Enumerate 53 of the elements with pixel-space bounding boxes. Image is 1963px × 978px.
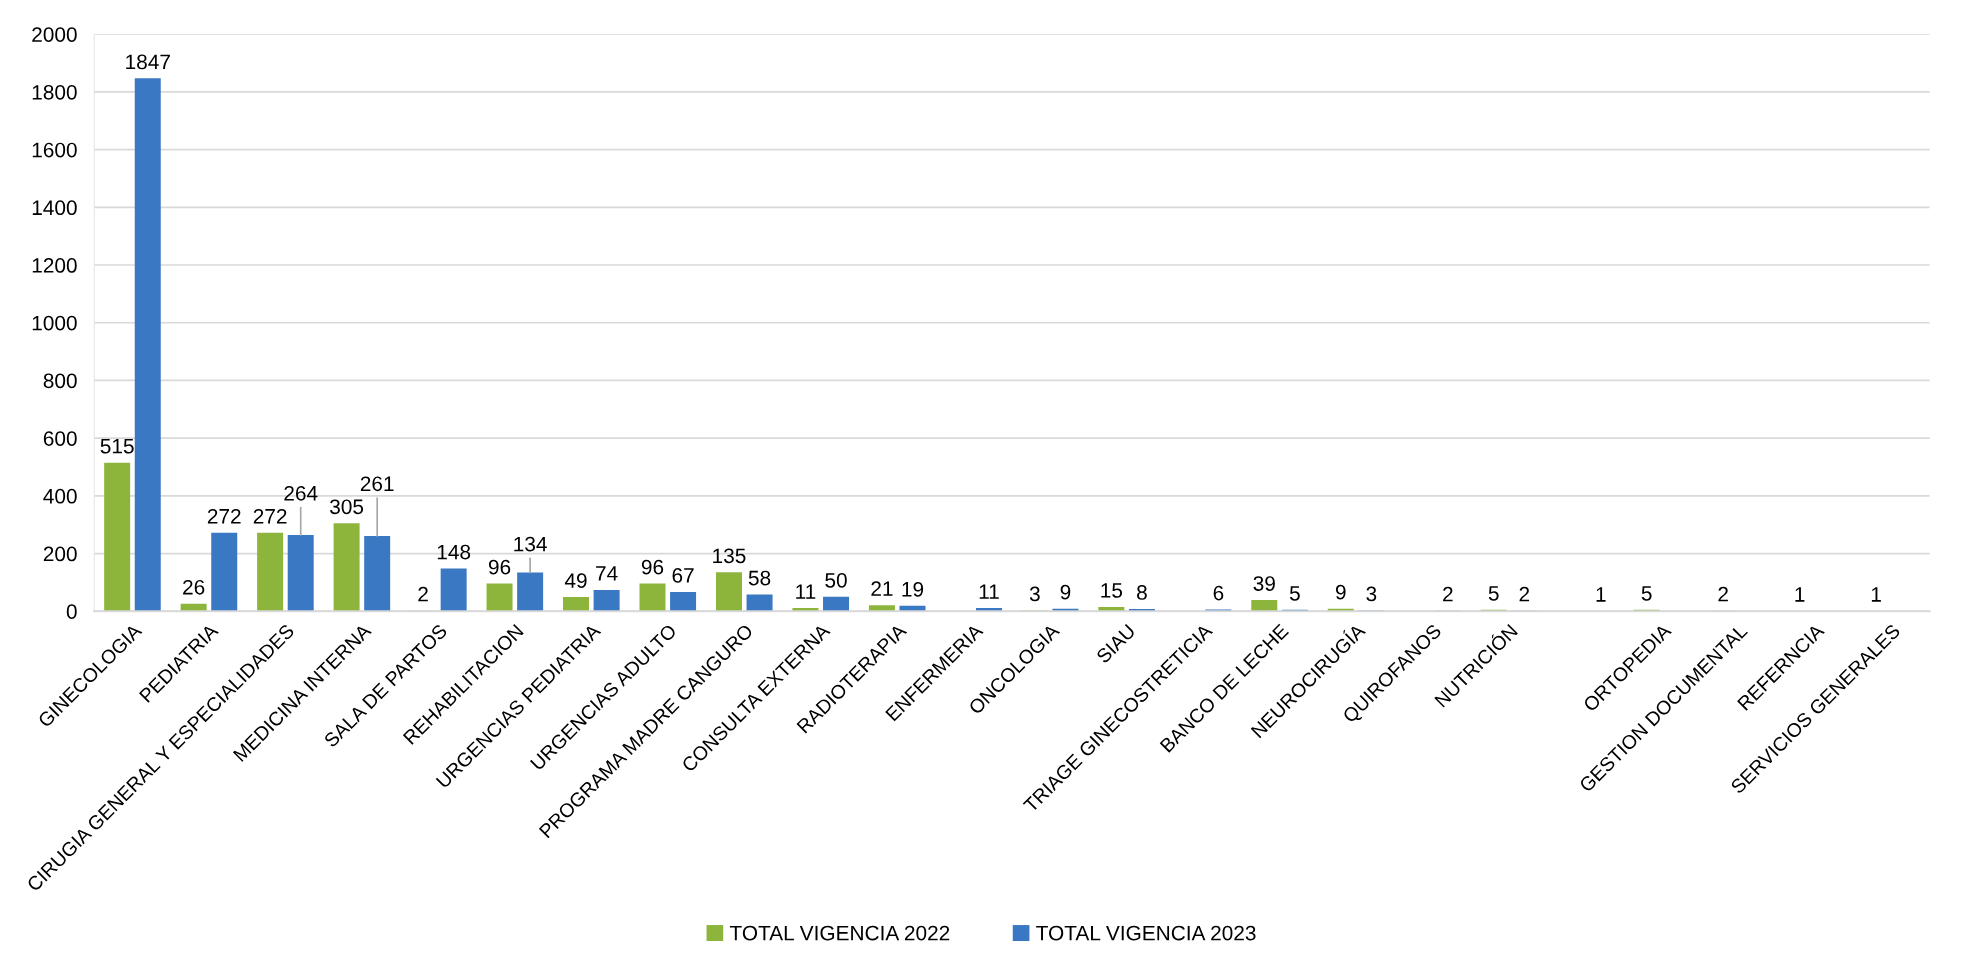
y-tick-label: 1600: [32, 142, 77, 158]
data-label: 2: [1718, 586, 1728, 602]
data-label: 272: [207, 508, 241, 524]
data-label: 1847: [126, 54, 170, 70]
data-label: 39: [1253, 576, 1275, 591]
data-label: 5: [1641, 586, 1652, 601]
data-label: 1: [1596, 587, 1606, 602]
y-tick-label: 1000: [32, 315, 77, 331]
data-label: 148: [437, 544, 471, 560]
y-tick-label: 600: [43, 431, 77, 446]
data-label: 74: [596, 566, 618, 581]
y-tick-label: 0: [66, 604, 77, 619]
data-label: 264: [284, 485, 318, 501]
data-label: 1: [1871, 587, 1881, 602]
data-label: 5: [1289, 586, 1300, 601]
data-label: 2: [1443, 586, 1453, 602]
y-tick-label: 1400: [32, 200, 77, 216]
y-tick-label: 800: [43, 373, 77, 389]
data-label: 67: [672, 568, 694, 583]
y-tick-label: 2000: [32, 27, 77, 42]
y-tick-label: 1800: [32, 84, 77, 100]
data-label: 2: [418, 586, 428, 602]
data-label: 15: [1101, 583, 1123, 598]
data-label: 21: [871, 581, 893, 596]
data-label: 272: [253, 508, 287, 524]
data-label: 96: [641, 559, 664, 575]
data-label: 305: [330, 499, 364, 515]
legend-label: TOTAL VIGENCIA 2023: [1036, 925, 1256, 941]
data-label: 2: [1519, 586, 1530, 602]
y-tick-label: 200: [43, 546, 77, 562]
data-label: 5: [1488, 586, 1499, 601]
data-label: 50: [825, 572, 847, 588]
data-label: 11: [796, 584, 816, 599]
data-label: 515: [100, 439, 134, 454]
data-label: 8: [1137, 585, 1147, 600]
data-label: 135: [713, 548, 746, 564]
data-label: 49: [564, 573, 587, 588]
data-label: 134: [514, 536, 547, 552]
data-label: 1: [1795, 587, 1805, 602]
data-label: 19: [902, 581, 924, 597]
data-label: 58: [748, 570, 771, 586]
legend-label: TOTAL VIGENCIA 2022: [729, 925, 950, 941]
data-label: 3: [1366, 586, 1377, 602]
data-label: 9: [1335, 584, 1346, 600]
data-label: 3: [1029, 586, 1040, 602]
y-tick-label: 400: [43, 488, 77, 504]
data-label: 11: [979, 584, 999, 599]
data-label: 6: [1213, 585, 1224, 601]
data-label: 26: [183, 579, 205, 595]
data-label: 9: [1060, 584, 1071, 600]
data-label: 261: [360, 476, 394, 492]
y-tick-label: 1200: [32, 258, 77, 273]
data-label: 96: [488, 559, 511, 575]
